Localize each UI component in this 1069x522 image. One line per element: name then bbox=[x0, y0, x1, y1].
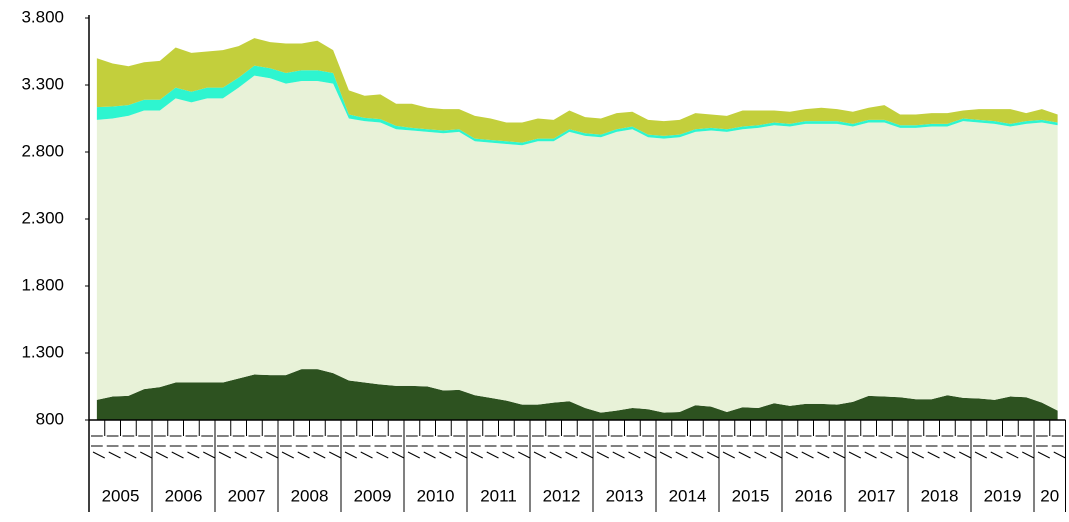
quarter-glyph bbox=[187, 451, 200, 459]
y-tick-label: 2.800 bbox=[21, 141, 64, 160]
quarter-glyph bbox=[770, 451, 783, 459]
quarter-glyph bbox=[502, 451, 515, 459]
quarter-glyph bbox=[533, 451, 546, 459]
quarter-glyph bbox=[392, 451, 405, 459]
quarter-glyph bbox=[817, 451, 830, 459]
quarter-glyph bbox=[266, 451, 279, 459]
x-tick-label: 2011 bbox=[480, 486, 517, 505]
quarter-glyph bbox=[281, 451, 294, 459]
quarter-glyph bbox=[439, 451, 452, 459]
area bbox=[96, 75, 1058, 413]
quarter-glyph bbox=[1022, 451, 1035, 459]
quarter-glyph bbox=[455, 451, 468, 459]
quarter-glyph bbox=[659, 451, 672, 459]
quarter-glyph bbox=[801, 451, 814, 459]
x-tick-label: 2019 bbox=[984, 486, 1022, 505]
quarter-glyph bbox=[943, 451, 956, 459]
quarter-glyph bbox=[959, 451, 972, 459]
quarter-glyph bbox=[376, 451, 389, 459]
quarter-glyph bbox=[234, 451, 247, 459]
quarter-glyph bbox=[911, 451, 924, 459]
quarter-glyph bbox=[628, 451, 641, 459]
quarter-glyph bbox=[423, 451, 436, 459]
areas bbox=[96, 38, 1058, 420]
quarter-glyph bbox=[880, 451, 893, 459]
quarter-glyph bbox=[565, 451, 578, 459]
area bbox=[96, 369, 1058, 420]
quarter-glyph bbox=[1037, 451, 1050, 459]
quarter-glyph bbox=[171, 451, 184, 459]
x-tick-label: 2016 bbox=[795, 486, 833, 505]
quarter-glyph bbox=[486, 451, 499, 459]
x-tick-label: 20 bbox=[1040, 486, 1059, 505]
y-tick-label: 1.800 bbox=[21, 275, 64, 294]
quarter-glyph bbox=[407, 451, 420, 459]
quarter-glyph bbox=[833, 451, 846, 459]
quarter-glyph bbox=[313, 451, 326, 459]
quarter-glyph bbox=[644, 451, 657, 459]
quarter-glyph bbox=[108, 451, 121, 459]
quarter-glyph bbox=[344, 451, 357, 459]
x-tick-label: 2005 bbox=[102, 486, 140, 505]
x-tick-label: 2015 bbox=[732, 486, 770, 505]
area bbox=[96, 38, 1058, 143]
quarter-glyph bbox=[974, 451, 987, 459]
quarter-glyph bbox=[707, 451, 720, 459]
x-tick-label: 2014 bbox=[669, 486, 707, 505]
x-tick-label: 2013 bbox=[606, 486, 644, 505]
quarter-glyph bbox=[864, 451, 877, 459]
quarter-glyph bbox=[785, 451, 798, 459]
x-tick-label: 2006 bbox=[165, 486, 203, 505]
quarter-glyph bbox=[549, 451, 562, 459]
quarter-glyph bbox=[140, 451, 153, 459]
quarter-glyph bbox=[675, 451, 688, 459]
quarter-glyph bbox=[581, 451, 594, 459]
quarter-glyph bbox=[990, 451, 1003, 459]
quarter-glyph bbox=[124, 451, 137, 459]
y-tick-label: 3.800 bbox=[21, 7, 64, 26]
quarter-glyph bbox=[722, 451, 735, 459]
quarter-glyph bbox=[1006, 451, 1019, 459]
quarter-glyph bbox=[360, 451, 373, 459]
quarter-glyph bbox=[518, 451, 531, 459]
quarter-glyph bbox=[691, 451, 704, 459]
x-tick-label: 2017 bbox=[858, 486, 896, 505]
quarter-glyph bbox=[848, 451, 861, 459]
quarter-glyph bbox=[218, 451, 231, 459]
x-tick-label: 2008 bbox=[291, 486, 329, 505]
x-tick-label: 2009 bbox=[354, 486, 392, 505]
quarter-glyph bbox=[1053, 451, 1066, 459]
quarter-glyph bbox=[203, 451, 216, 459]
x-tick-label: 2007 bbox=[228, 486, 266, 505]
x-tick-label: 2018 bbox=[921, 486, 959, 505]
quarter-glyph bbox=[738, 451, 751, 459]
quarter-glyph bbox=[470, 451, 483, 459]
area bbox=[96, 65, 1058, 146]
quarter-glyph bbox=[250, 451, 263, 459]
quarter-glyph bbox=[297, 451, 310, 459]
x-tick-label: 2012 bbox=[543, 486, 581, 505]
x-tick-label: 2010 bbox=[417, 486, 455, 505]
quarter-glyph bbox=[612, 451, 625, 459]
y-tick-label: 800 bbox=[36, 409, 64, 428]
y-tick-label: 1.300 bbox=[21, 342, 64, 361]
quarter-glyph bbox=[92, 451, 105, 459]
y-tick-label: 3.300 bbox=[21, 74, 64, 93]
quarter-glyph bbox=[754, 451, 767, 459]
quarter-glyph bbox=[896, 451, 909, 459]
quarter-glyph bbox=[927, 451, 940, 459]
quarter-glyph bbox=[596, 451, 609, 459]
quarter-glyph bbox=[155, 451, 168, 459]
y-tick-label: 2.300 bbox=[21, 208, 64, 227]
quarter-glyph bbox=[329, 451, 342, 459]
